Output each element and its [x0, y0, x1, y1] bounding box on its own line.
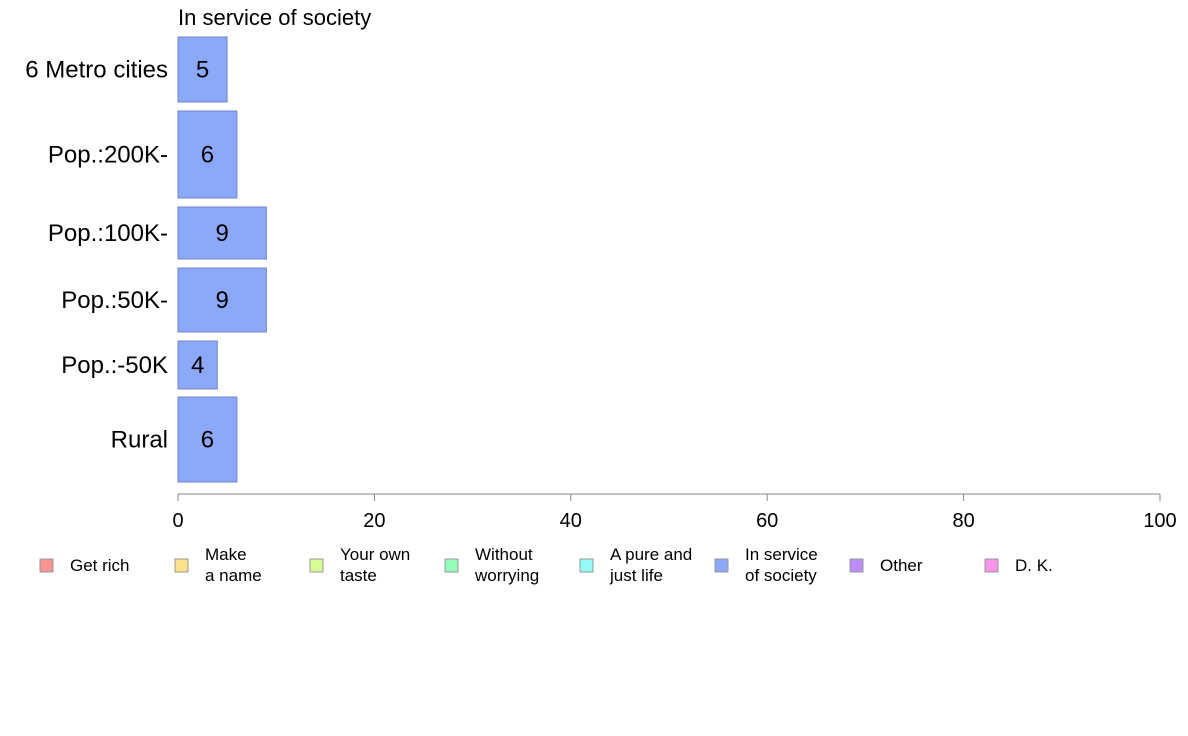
x-tick-label: 20 [363, 510, 385, 532]
x-tick-label: 60 [756, 510, 778, 532]
legend-swatch [849, 558, 864, 573]
category-label: Pop.:100K- [48, 220, 168, 247]
legend-swatch [39, 558, 54, 573]
x-tick-label: 100 [1143, 510, 1176, 532]
bar-value-label: 6 [201, 427, 214, 454]
legend-swatch [174, 558, 189, 573]
legend-label: just life [609, 566, 663, 585]
category-label: Pop.:50K- [61, 287, 168, 314]
legend: Get rich Make a name Your own taste Without wo… [39, 545, 1053, 585]
legend-label: taste [340, 566, 377, 585]
bar-value-label: 4 [191, 352, 204, 379]
category-label: 6 Metro cities [25, 57, 168, 84]
legend-label: Other [880, 556, 923, 575]
x-tick-label: 0 [172, 510, 183, 532]
bar [177, 206, 267, 260]
legend-swatch [309, 558, 324, 573]
legend-label: a name [205, 566, 262, 585]
legend-swatch [579, 558, 594, 573]
bar [177, 110, 238, 199]
legend-swatch [444, 558, 459, 573]
bar-value-label: 9 [216, 220, 229, 247]
legend-label: Without [475, 545, 533, 564]
legend-label: A pure and [610, 545, 692, 564]
x-tick-label: 80 [952, 510, 974, 532]
x-axis: 0 20 40 60 80 100 [172, 493, 1177, 532]
bar [177, 340, 218, 390]
legend-label: of society [745, 566, 817, 585]
bar-value-label: 5 [196, 57, 209, 84]
legend-swatch [984, 558, 999, 573]
legend-label: worrying [474, 566, 539, 585]
legend-label: D. K. [1015, 556, 1053, 575]
chart-title: In service of society [178, 5, 371, 30]
legend-label: Your own [340, 545, 410, 564]
category-label: Pop.:200K- [48, 142, 168, 169]
legend-label: Get rich [70, 556, 130, 575]
bar-value-label: 6 [201, 142, 214, 169]
category-label: Pop.:-50K [61, 352, 168, 379]
bars-group: 5 6 Metro cities 6 Pop.:200K- 9 Pop.:100K- 9 Po… [25, 36, 267, 483]
bar-value-label: 9 [216, 287, 229, 314]
bar [177, 396, 238, 483]
legend-label: Make [205, 545, 247, 564]
x-tick-label: 40 [560, 510, 582, 532]
bar [177, 267, 267, 333]
legend-swatch [714, 558, 729, 573]
bar [177, 36, 228, 103]
category-label: Rural [111, 427, 168, 454]
legend-label: In service [745, 545, 818, 564]
